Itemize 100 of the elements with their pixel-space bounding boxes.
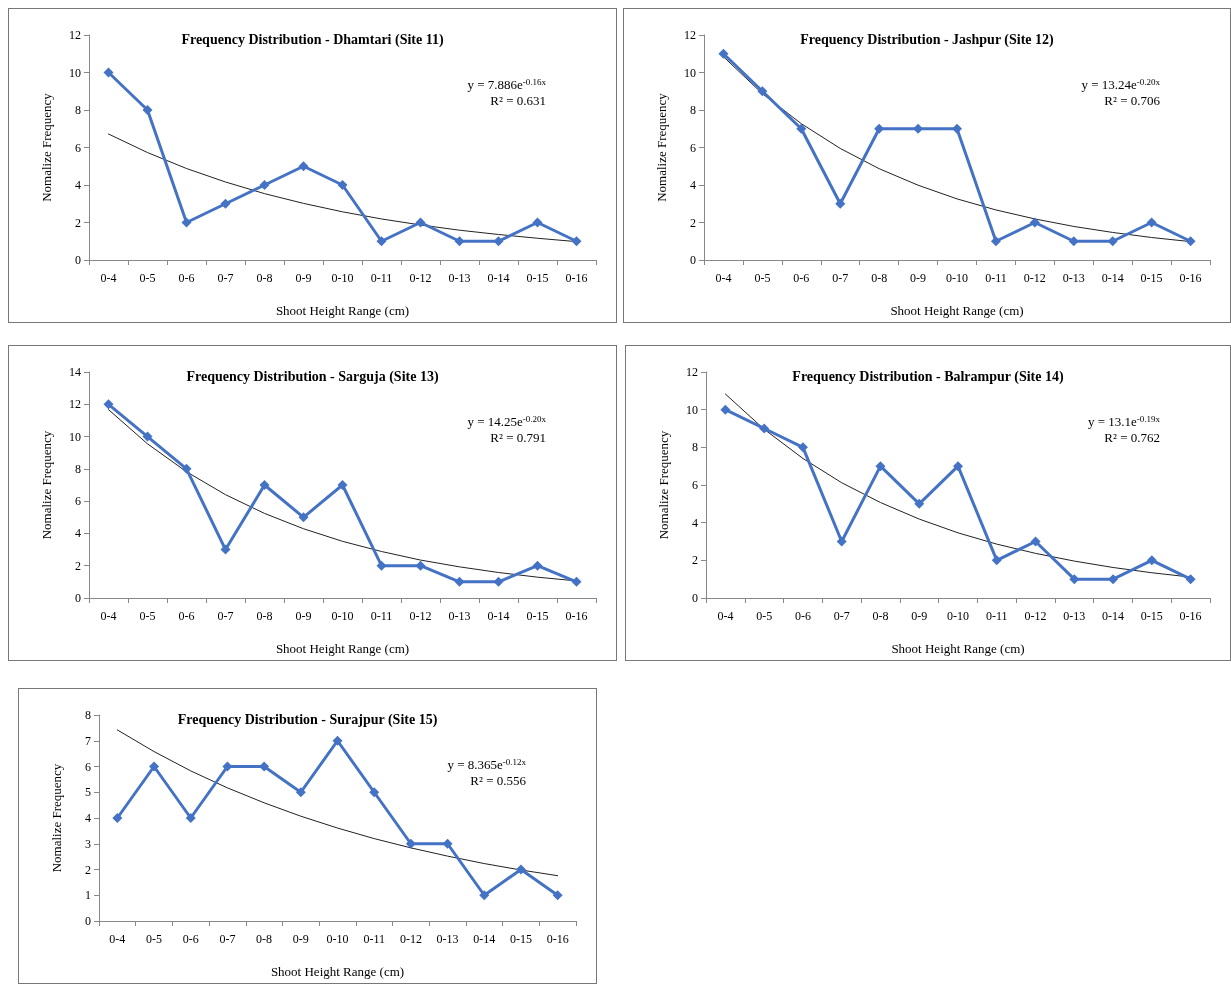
x-tick-label: 0-12 [409, 271, 432, 285]
x-tick-label: 0-14 [1101, 271, 1124, 285]
y-tick-label: 8 [75, 461, 81, 476]
x-tick-label: 0-5 [754, 271, 771, 285]
annotation: R² = 0.631 [490, 93, 547, 108]
x-tick-label: 0-15 [1140, 271, 1163, 285]
x-tick-label: 0-4 [717, 609, 734, 623]
point [415, 217, 426, 228]
chart-title: Frequency Distribution - Surajpur (Site 15) [177, 711, 438, 728]
point [1107, 236, 1118, 247]
point [571, 576, 582, 587]
y-tick-label: 4 [85, 811, 91, 825]
point [797, 442, 808, 453]
point [759, 423, 770, 434]
x-tick-label: 0-8 [256, 932, 273, 946]
y-axis-title: Nomalize Frequency [49, 763, 64, 873]
line-series [116, 729, 559, 877]
point [796, 123, 807, 134]
x-tick-label: 0-8 [256, 271, 273, 285]
point [369, 787, 380, 798]
point [1146, 555, 1157, 566]
y-tick-label: 7 [85, 733, 91, 748]
y-tick-label: 8 [85, 708, 91, 722]
y-tick-label: 4 [75, 178, 81, 192]
x-tick-label: 0-15 [509, 932, 532, 946]
y-tick-label: 14 [69, 365, 81, 379]
point [493, 576, 504, 587]
y-tick-label: 2 [692, 553, 698, 568]
point [532, 217, 543, 228]
x-tick-label: 0-6 [178, 271, 195, 285]
x-tick-label: 0-8 [256, 609, 273, 623]
x-axis-title: Shoot Height Range (cm) [275, 303, 410, 318]
x-tick-label: 0-6 [182, 932, 199, 946]
chart-title: Frequency Distribution - Dhamtari (Site 11) [181, 31, 444, 48]
annotation: R² = 0.556 [470, 773, 527, 788]
x-tick-label: 0-4 [100, 271, 117, 285]
x-tick-label: 0-10 [331, 271, 354, 285]
point [493, 236, 504, 247]
point [571, 236, 582, 247]
chart-title: Frequency Distribution - Jashpur (Site 12) [800, 31, 1055, 48]
y-tick-label: 12 [686, 365, 698, 379]
y-tick-label: 6 [75, 494, 81, 509]
x-tick-label: 0-4 [715, 271, 732, 285]
y-tick-label: 6 [85, 759, 91, 774]
point [103, 67, 114, 78]
x-tick-label: 0-10 [947, 609, 969, 623]
y-tick-label: 12 [69, 397, 81, 412]
point [718, 48, 729, 59]
point [112, 813, 123, 823]
x-tick-label: 0-4 [100, 609, 117, 623]
y-tick-label: 0 [75, 591, 81, 605]
point [953, 461, 963, 472]
x-tick-label: 0-4 [109, 932, 126, 946]
x-tick-label: 0-9 [911, 609, 928, 623]
x-tick-label: 0-15 [526, 271, 549, 285]
y-tick-label: 4 [692, 515, 698, 530]
y-tick-label: 8 [690, 103, 696, 117]
x-tick-label: 0-5 [139, 609, 156, 623]
y-tick-label: 1 [85, 888, 91, 903]
point [1108, 574, 1119, 585]
point [1068, 236, 1079, 247]
point [259, 761, 270, 772]
x-axis-title: Shoot Height Range (cm) [891, 641, 1025, 656]
point [1146, 217, 1157, 228]
y-axis-title: Nomalize Frequency [654, 92, 669, 202]
x-tick-label: 0-9 [292, 932, 309, 946]
x-axis-title: Shoot Height Range (cm) [270, 964, 405, 979]
y-axis-title: Nomalize Frequency [39, 430, 54, 540]
y-tick-label: 0 [85, 914, 91, 928]
point [259, 180, 270, 190]
x-tick-label: 0-13 [1063, 609, 1086, 623]
point [295, 787, 306, 798]
point [220, 198, 231, 209]
x-tick-label: 0-12 [1023, 271, 1046, 285]
x-tick-label: 0-13 [448, 271, 471, 285]
point [376, 236, 387, 247]
point [181, 217, 192, 228]
y-tick-label: 0 [690, 253, 696, 267]
x-tick-label: 0-16 [565, 609, 588, 623]
x-tick-label: 0-14 [487, 271, 510, 285]
x-tick-label: 0-14 [487, 609, 510, 623]
point [259, 480, 270, 490]
x-tick-label: 0-12 [399, 932, 422, 946]
point [332, 735, 343, 746]
x-tick-label: 0-11 [370, 271, 393, 285]
x-tick-label: 0-13 [1062, 271, 1085, 285]
point [298, 161, 309, 172]
y-tick-label: 6 [692, 478, 698, 492]
point [1185, 236, 1196, 247]
annotation: R² = 0.791 [490, 430, 547, 445]
y-tick-label: 2 [75, 558, 81, 573]
y-tick-label: 4 [690, 178, 696, 192]
point [532, 560, 543, 571]
point [835, 198, 846, 209]
chart-title: Frequency Distribution - Sarguja (Site 13) [186, 368, 439, 385]
x-tick-label: 0-9 [910, 271, 927, 285]
x-tick-label: 0-16 [1179, 271, 1202, 285]
x-tick-label: 0-11 [363, 932, 385, 946]
x-axis-title: Shoot Height Range (cm) [275, 641, 410, 656]
point [515, 864, 526, 875]
